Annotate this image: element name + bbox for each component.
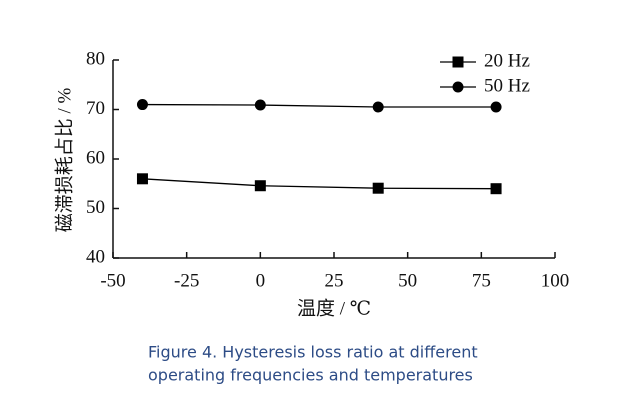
y-axis-label: 磁滞损耗占比 / %: [53, 88, 75, 233]
x-tick-label: -50: [100, 270, 125, 291]
legend-label: 20 Hz: [484, 50, 530, 71]
marker: [490, 101, 502, 113]
x-tick-label: 75: [472, 270, 491, 291]
legend-label: 50 Hz: [484, 75, 530, 96]
x-tick-label: 0: [256, 270, 266, 291]
caption-line: Figure 4. Hysteresis loss ratio at diffe…: [148, 343, 478, 362]
x-tick-label: 50: [398, 270, 417, 291]
y-tick-label: 80: [86, 48, 105, 69]
marker: [254, 99, 266, 111]
marker: [372, 182, 384, 194]
marker: [490, 183, 502, 195]
y-tick-label: 70: [86, 98, 105, 119]
marker: [136, 173, 148, 185]
x-tick-label: 100: [541, 270, 570, 291]
legend-marker: [452, 81, 464, 93]
series-line: [142, 178, 497, 190]
series-line: [142, 103, 497, 108]
y-tick-label: 40: [86, 246, 105, 267]
marker: [372, 101, 384, 113]
legend-marker: [452, 56, 464, 68]
y-tick-label: 60: [86, 147, 105, 168]
marker: [254, 180, 266, 192]
caption-line: operating frequencies and temperatures: [148, 366, 473, 385]
x-tick-label: -25: [174, 270, 199, 291]
x-axis-label: 温度 / ℃: [297, 297, 371, 319]
x-tick-label: 25: [325, 270, 344, 291]
y-tick-label: 50: [86, 197, 105, 218]
marker: [136, 99, 148, 111]
